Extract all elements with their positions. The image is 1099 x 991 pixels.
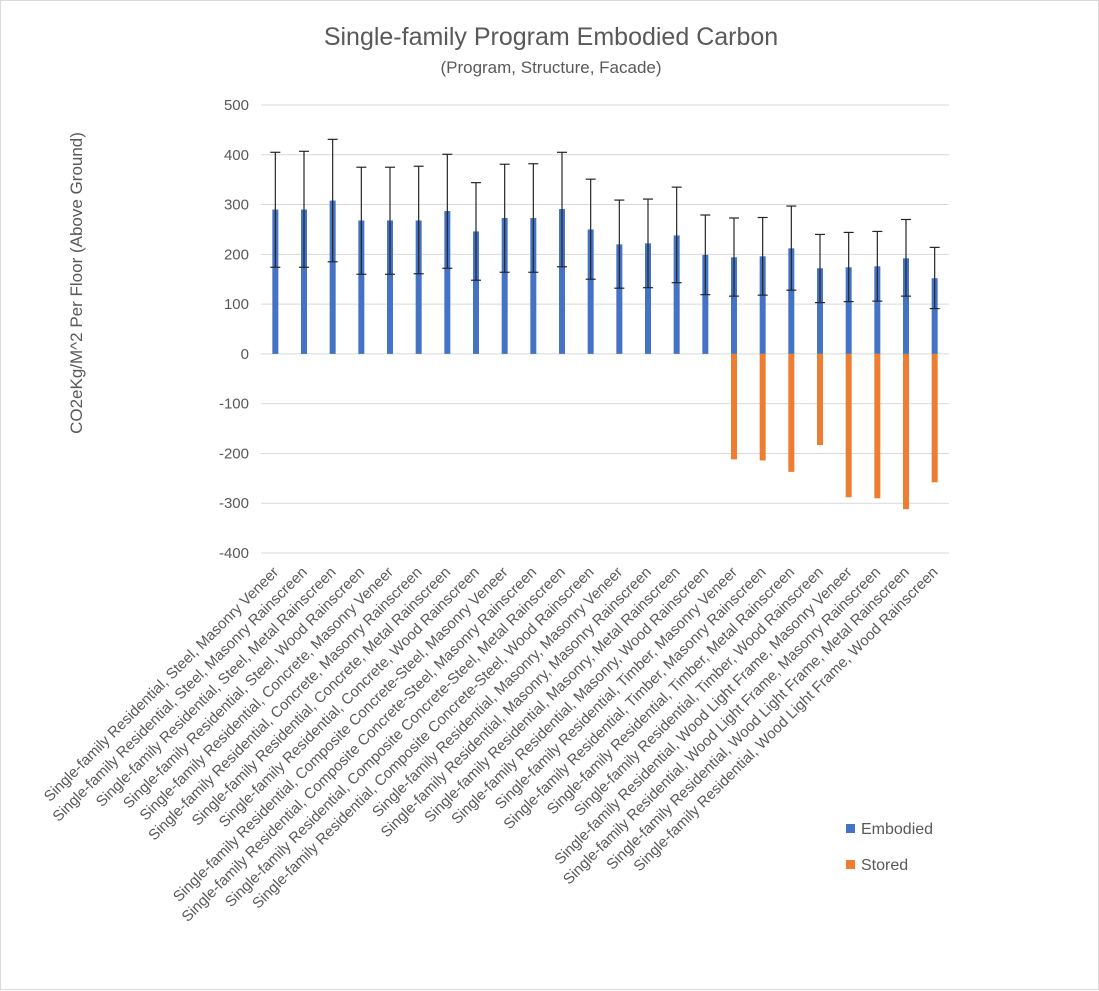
embodied-bar [473, 231, 479, 354]
embodied-legend-label: Embodied [861, 821, 933, 838]
y-tick-label: -300 [219, 495, 249, 512]
chart-subtitle: (Program, Structure, Facade) [440, 58, 661, 77]
embodied-bar [301, 209, 307, 354]
stored-bar [759, 353, 766, 461]
chart-title: Single-family Program Embodied Carbon [324, 23, 778, 51]
x-axis-ticks: Single-family Residential, Steel, Masonr… [41, 564, 942, 926]
embodied-bar [645, 243, 651, 354]
error-bars [270, 138, 940, 310]
y-tick-label: 400 [224, 147, 249, 164]
embodied-bar [501, 217, 508, 354]
y-tick-label: -400 [219, 545, 249, 562]
stored-legend-swatch [846, 860, 855, 869]
y-axis-label: CO2eKg/M^2 Per Floor (Above Ground) [67, 132, 86, 434]
stored-bar [874, 353, 881, 499]
embodied-bar [817, 268, 823, 354]
stored-bar [788, 353, 795, 472]
stored-bar [903, 353, 909, 510]
embodied-bar [788, 248, 795, 354]
stored-bar [845, 353, 852, 498]
embodied-legend-swatch [846, 824, 855, 833]
y-tick-label: -100 [219, 396, 249, 413]
embodied-bar [759, 256, 766, 354]
stored-bar [731, 353, 737, 460]
embodied-bar [931, 278, 938, 354]
stored-legend-label: Stored [861, 857, 908, 874]
embodied-bar [845, 267, 852, 354]
embodied-bar [702, 254, 709, 354]
embodied-bar [587, 229, 594, 354]
embodied-bar [358, 220, 365, 354]
y-tick-label: -200 [219, 445, 249, 462]
embodied-bar [731, 257, 737, 354]
stored-bar [931, 353, 938, 483]
embodied-bar [874, 266, 881, 354]
embodied-bar [616, 244, 623, 354]
y-tick-label: 200 [224, 246, 249, 263]
legend: Embodied Stored [846, 821, 933, 874]
y-tick-label: 100 [224, 296, 249, 313]
embodied-bar [272, 209, 279, 354]
embodied-bar [903, 258, 909, 354]
y-tick-label: 500 [224, 97, 249, 114]
embodied-bar [329, 200, 336, 354]
embodied-bar [530, 217, 537, 354]
embodied-bar [444, 211, 451, 354]
y-axis-ticks: 500 400 300 200 100 0 -100 -200 -300 -400 [219, 97, 249, 562]
y-tick-label: 300 [224, 197, 249, 214]
bars [272, 200, 938, 510]
embodied-bar [673, 235, 680, 354]
embodied-bar [559, 209, 565, 354]
embodied-bar [387, 220, 393, 354]
y-tick-label: 0 [241, 346, 249, 363]
gridlines [261, 104, 949, 554]
embodied-bar [415, 220, 422, 354]
stored-bar [817, 353, 823, 445]
